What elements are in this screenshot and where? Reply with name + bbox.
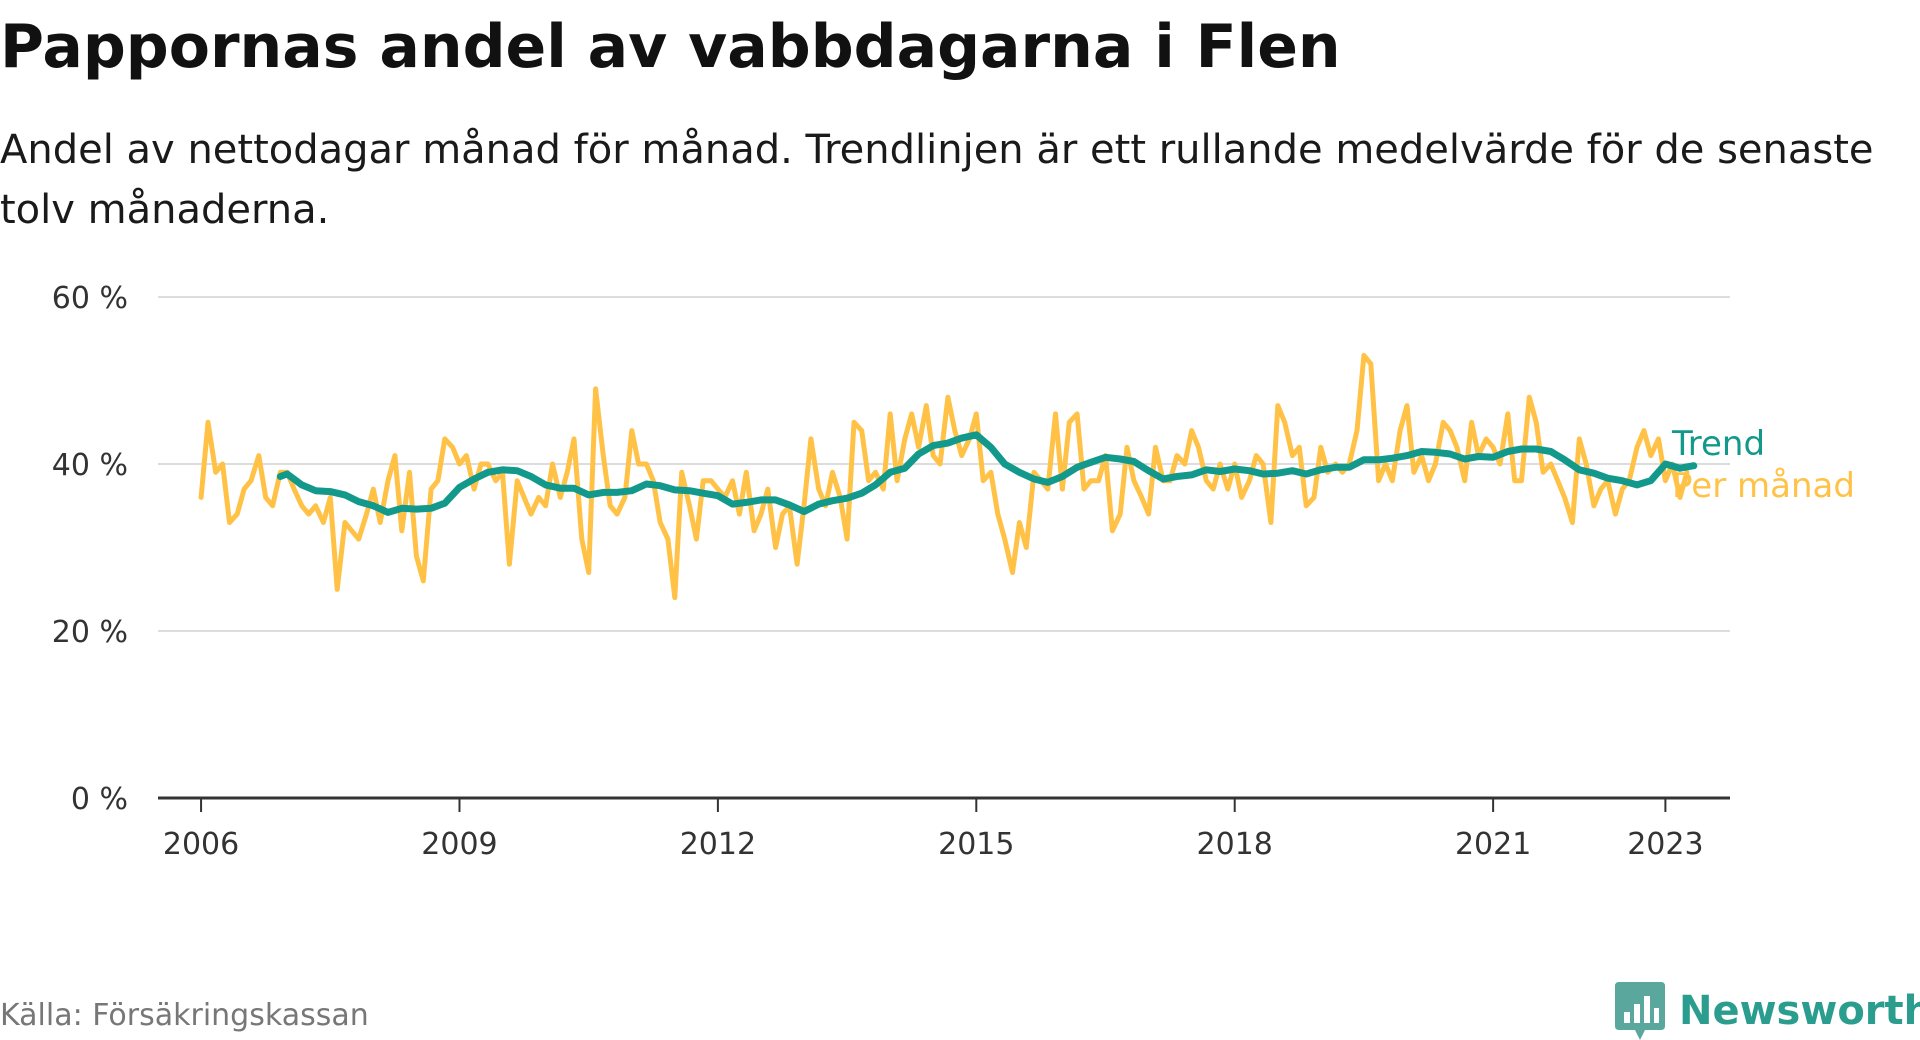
- newsworthy-logo-icon: [1615, 982, 1665, 1040]
- x-tick-label: 2012: [680, 827, 756, 862]
- chart-subtitle: Andel av nettodagar månad för månad. Tre…: [0, 127, 1874, 233]
- x-tick-label: 2018: [1197, 827, 1273, 862]
- chart-title: Pappornas andel av vabbdagarna i Flen: [0, 12, 1341, 82]
- series-line-1: [276, 431, 1698, 516]
- series-lines: [198, 352, 1698, 601]
- x-tick-label: 2006: [163, 827, 239, 862]
- series-label: Per månad: [1672, 466, 1855, 506]
- series-label: Trend: [1671, 424, 1765, 464]
- line-chart: 0 % 20 % 40 % 60 % 2006 2009 2012 2015 2018 2021…: [52, 281, 1855, 862]
- y-tick-label: 60 %: [52, 281, 128, 316]
- x-tick-label: 2023: [1627, 827, 1703, 862]
- brand-logo: Newsworthy: [1615, 982, 1920, 1040]
- source-note: Källa: Försäkringskassan: [0, 998, 369, 1033]
- x-tick-label: 2009: [421, 827, 497, 862]
- y-tick-label: 0 %: [71, 782, 128, 817]
- series-line-0: [198, 352, 1690, 601]
- gridlines: [158, 296, 1730, 800]
- y-tick-label: 40 %: [52, 448, 128, 483]
- y-tick-label: 20 %: [52, 615, 128, 650]
- x-tick-label: 2021: [1455, 827, 1531, 862]
- x-axis-ticks: 2006 2009 2012 2015 2018 2021 2023: [163, 798, 1704, 862]
- x-tick-label: 2015: [938, 827, 1014, 862]
- brand-name: Newsworthy: [1679, 988, 1920, 1034]
- y-axis-ticks: 0 % 20 % 40 % 60 %: [52, 281, 128, 817]
